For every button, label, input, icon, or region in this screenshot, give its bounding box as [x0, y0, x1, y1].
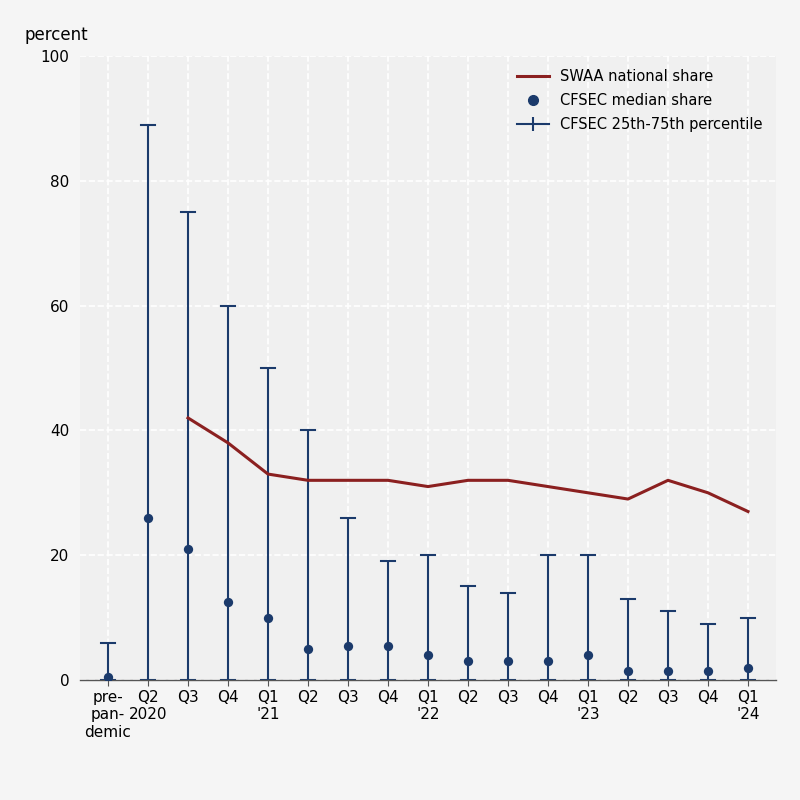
Point	[342, 639, 354, 652]
Point	[622, 664, 634, 677]
Point	[302, 642, 314, 655]
Point	[262, 611, 274, 624]
Point	[182, 542, 194, 555]
Point	[742, 661, 754, 674]
Point	[382, 639, 394, 652]
Point	[702, 664, 714, 677]
Point	[422, 649, 434, 662]
Point	[222, 595, 234, 608]
Point	[542, 655, 554, 668]
Point	[582, 649, 594, 662]
Point	[462, 655, 474, 668]
Point	[102, 670, 114, 683]
Legend: SWAA national share, CFSEC median share, CFSEC 25th-75th percentile: SWAA national share, CFSEC median share,…	[510, 63, 769, 138]
Point	[662, 664, 674, 677]
Text: percent: percent	[24, 26, 88, 43]
Point	[142, 511, 154, 524]
Point	[502, 655, 514, 668]
